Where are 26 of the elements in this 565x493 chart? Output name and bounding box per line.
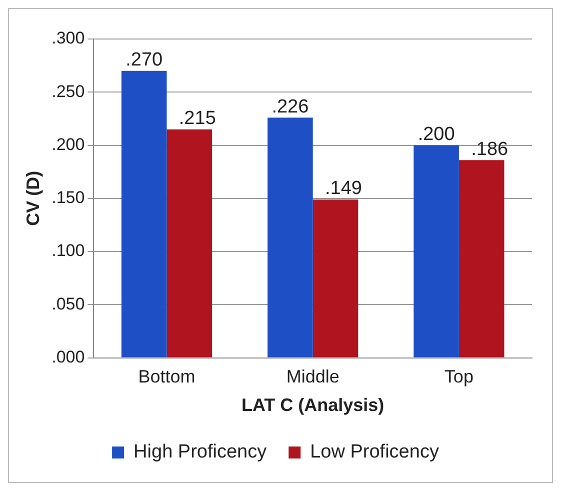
data-label: .226 — [272, 96, 309, 118]
data-label: .215 — [178, 108, 216, 130]
y-axis-title: CV (D) — [22, 170, 43, 226]
y-tick-label: .200 — [52, 134, 85, 154]
y-tick-label: .150 — [52, 188, 85, 208]
x-tick-label: Top — [444, 366, 474, 387]
x-tick-label: Bottom — [138, 366, 196, 387]
data-label: .200 — [418, 124, 455, 145]
bar — [312, 199, 358, 358]
data-label: .186 — [471, 138, 508, 160]
y-tick-label: .300 — [52, 28, 85, 48]
legend-label: High Proficency — [134, 442, 268, 463]
bar — [166, 129, 212, 358]
bar — [268, 118, 313, 358]
data-label: .149 — [324, 178, 362, 200]
y-tick-label: .250 — [52, 82, 85, 101]
data-label: .270 — [126, 50, 163, 71]
y-tick-label: .000 — [52, 347, 85, 366]
legend-label: Low Proficency — [310, 442, 440, 463]
x-axis-title: LAT C (Analysis) — [242, 395, 384, 416]
bar — [121, 70, 167, 358]
y-tick-label: .100 — [52, 241, 85, 260]
x-tick-label: Middle — [286, 366, 340, 387]
bar — [458, 160, 504, 358]
y-tick-label: .050 — [52, 294, 85, 314]
bar — [414, 145, 459, 358]
